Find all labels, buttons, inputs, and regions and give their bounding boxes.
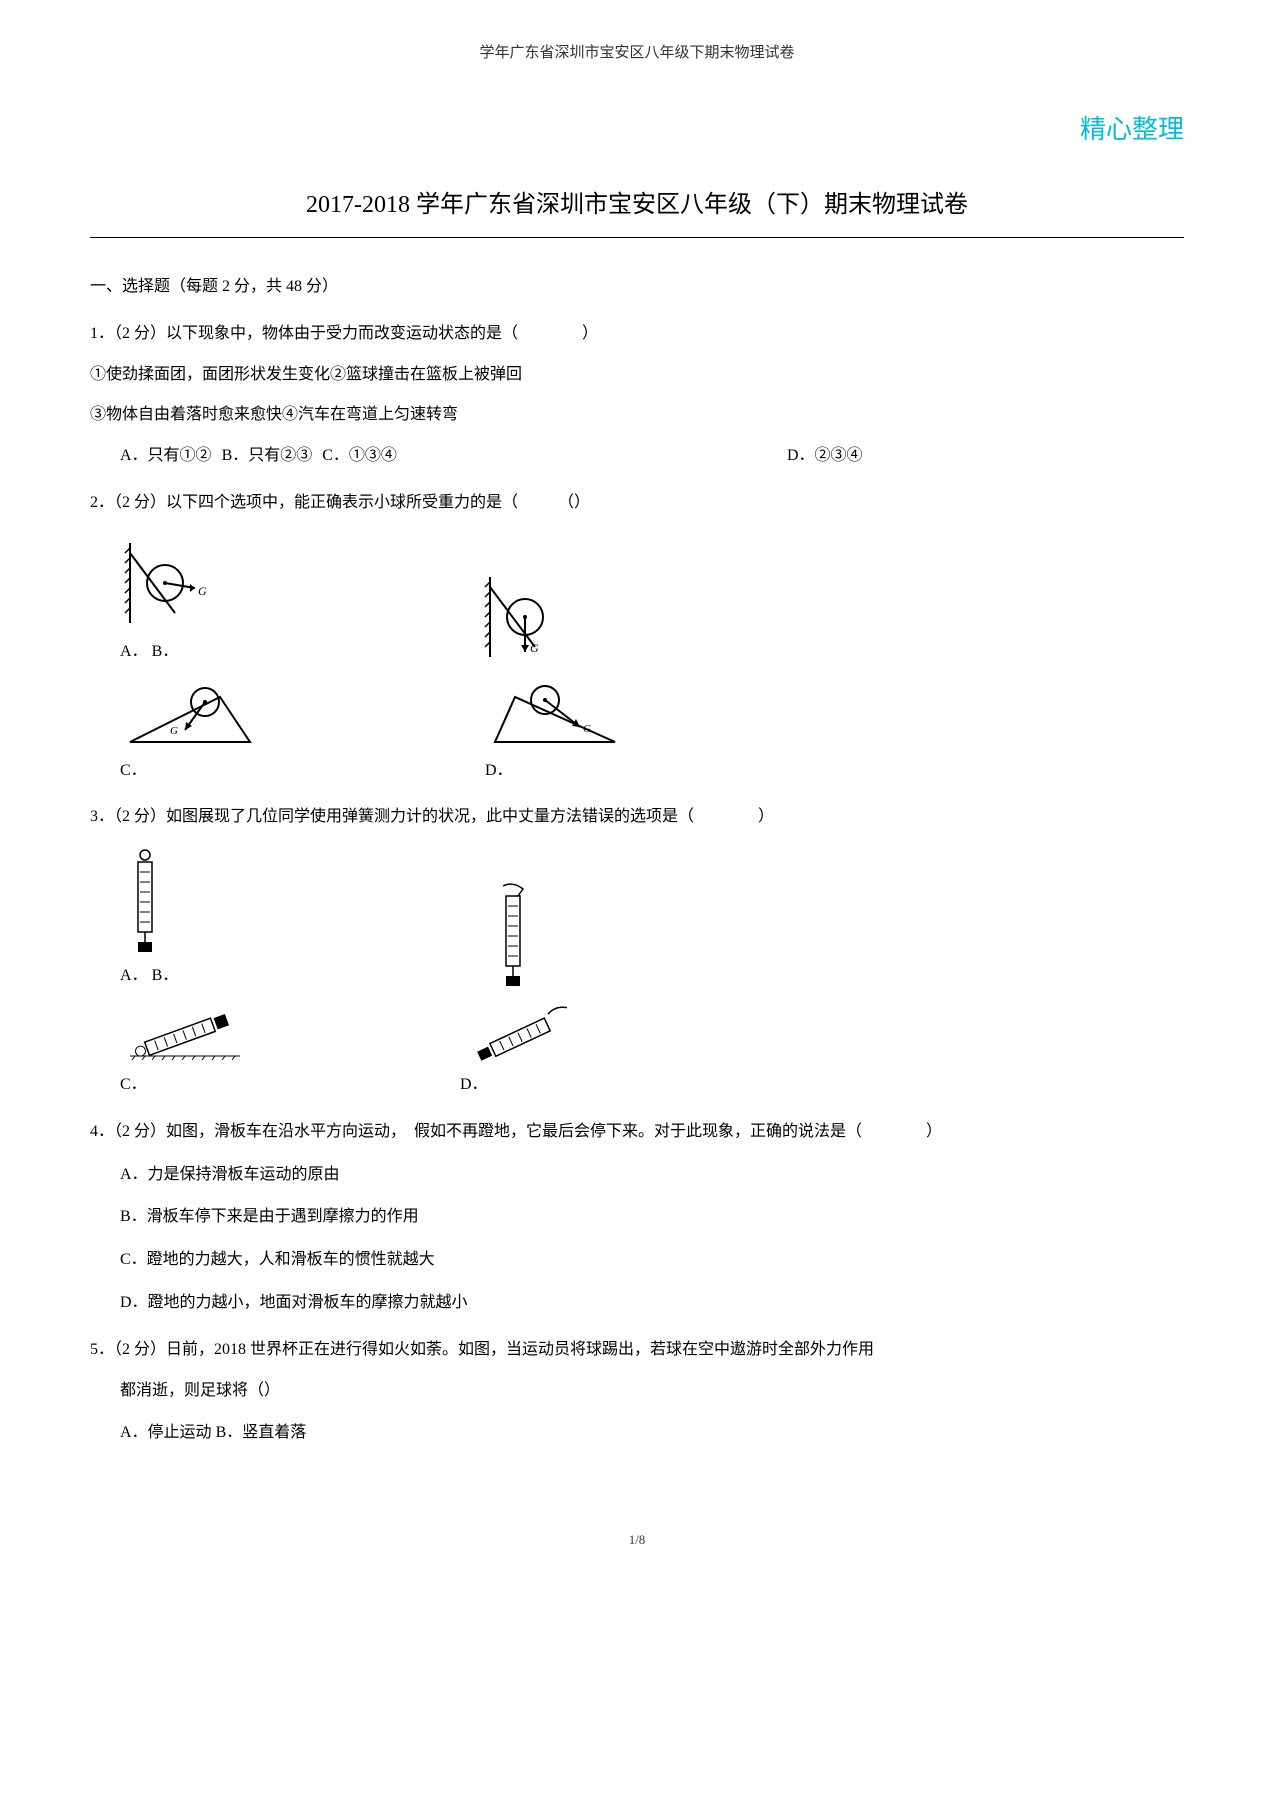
q1-stem: 1．（2 分）以下现象中，物体由于受力而改变运动状态的是（ ）	[90, 320, 1184, 349]
q2-opt-a-group: G A． B．	[120, 533, 220, 667]
section-1-header: 一、选择题（每题 2 分，共 48 分）	[90, 273, 1184, 302]
q2-opt-d-group: G D．	[485, 682, 625, 786]
q2-diagram-a: G	[120, 533, 220, 633]
q3-opt-a-group: A． B．	[120, 847, 178, 991]
q5-option-b: B．竖直着落	[216, 1424, 307, 1441]
q5-options: A．停止运动 B．竖直着落	[120, 1419, 1184, 1448]
q2-stem: 2．（2 分）以下四个选项中，能正确表示小球所受重力的是（ （）	[90, 489, 1184, 518]
q1-option-b: B．只有②③	[222, 442, 313, 471]
svg-text:G: G	[530, 641, 539, 655]
q3-options-row1: A． B．	[120, 847, 1184, 991]
q4-option-a: A．力是保持滑板车运动的原由	[120, 1161, 1184, 1190]
question-5: 5．（2 分）日前，2018 世界杯正在进行得如火如荼。如图，当运动员将球踢出，…	[90, 1336, 1184, 1448]
q3-opt-d-group: D．	[460, 1006, 590, 1100]
q4-options: A．力是保持滑板车运动的原由 B．滑板车停下来是由于遇到摩擦力的作用 C．蹬地的…	[120, 1161, 1184, 1318]
page-number: 1/8	[629, 1532, 646, 1547]
svg-text:G: G	[583, 723, 591, 735]
exam-title-text: 2017-2018 学年广东省深圳市宝安区八年级（下）期末物理试卷	[306, 192, 968, 218]
running-header: 学年广东省深圳市宝安区八年级下期末物理试卷	[90, 40, 1184, 67]
q3-stem: 3．（2 分）如图展现了几位同学使用弹簧测力计的状况，此中丈量方法错误的选项是（…	[90, 803, 1184, 832]
q4-option-d: D．蹬地的力越小，地面对滑板车的摩擦力就越小	[120, 1289, 1184, 1318]
q3-opt-c-group: C．	[120, 1006, 250, 1100]
q5-option-a: A．停止运动	[120, 1424, 212, 1441]
q1-option-c: C．①③④	[322, 442, 397, 471]
q3-option-c: C．	[120, 1071, 147, 1100]
q5-stem1: 5．（2 分）日前，2018 世界杯正在进行得如火如荼。如图，当运动员将球踢出，…	[90, 1336, 1184, 1365]
q2-opt-b-group: G	[480, 567, 580, 667]
q3-diagram-a	[120, 847, 170, 957]
q3-option-b: B．	[152, 967, 179, 984]
q1-option-a: A．只有①②	[120, 442, 212, 471]
page-footer: 1/8	[90, 1528, 1184, 1551]
q3-options-row2: C． D．	[120, 1006, 1184, 1100]
question-4: 4．（2 分）如图，滑板车在沿水平方向运动， 假如不再蹬地，它最后会停下来。对于…	[90, 1118, 1184, 1318]
q2-diagram-c: G	[120, 682, 260, 752]
svg-text:G: G	[198, 584, 207, 598]
q3-diagram-c	[120, 1006, 250, 1066]
q2-options-row1: G A． B． G	[120, 533, 1184, 667]
q2-diagram-d: G	[485, 682, 625, 752]
q1-option-d: D．②③④	[787, 442, 863, 471]
q4-option-c: C．蹬地的力越大，人和滑板车的惯性就越大	[120, 1246, 1184, 1275]
question-2: 2．（2 分）以下四个选项中，能正确表示小球所受重力的是（ （） G A． B．	[90, 489, 1184, 785]
q4-stem: 4．（2 分）如图，滑板车在沿水平方向运动， 假如不再蹬地，它最后会停下来。对于…	[90, 1118, 1184, 1147]
q3-option-a: A．	[120, 967, 148, 984]
q4-option-b: B．滑板车停下来是由于遇到摩擦力的作用	[120, 1203, 1184, 1232]
q2-options-row2: G C． G D．	[120, 682, 1184, 786]
q2-opt-c-group: G C．	[120, 682, 260, 786]
q3-option-d: D．	[460, 1071, 488, 1100]
watermark-label: 精心整理	[90, 107, 1184, 154]
q1-line1: ①使劲揉面团，面团形状发生变化②篮球撞击在篮板上被弹回	[90, 361, 1184, 390]
svg-text:G: G	[170, 725, 178, 737]
q2-option-d: D．	[485, 757, 513, 786]
q5-stem2: 都消逝，则足球将（）	[90, 1377, 1184, 1406]
section-1-text: 一、选择题（每题 2 分，共 48 分）	[90, 278, 338, 295]
title-divider	[90, 237, 1184, 238]
running-title-text: 学年广东省深圳市宝安区八年级下期末物理试卷	[479, 45, 794, 61]
q2-option-a: A．	[120, 643, 148, 660]
q3-diagram-d	[460, 1006, 590, 1066]
q2-diagram-b: G	[480, 567, 580, 667]
question-1: 1．（2 分）以下现象中，物体由于受力而改变运动状态的是（ ） ①使劲揉面团，面…	[90, 320, 1184, 471]
q2-option-b: B．	[152, 643, 179, 660]
q1-options: A．只有①② B．只有②③ C．①③④ D．②③④	[120, 442, 1184, 471]
question-3: 3．（2 分）如图展现了几位同学使用弹簧测力计的状况，此中丈量方法错误的选项是（…	[90, 803, 1184, 1099]
q3-opt-b-group	[488, 881, 538, 991]
q1-line2: ③物体自由着落时愈来愈快④汽车在弯道上匀速转弯	[90, 401, 1184, 430]
watermark-text: 精心整理	[1080, 115, 1184, 144]
q3-diagram-b	[488, 881, 538, 991]
exam-title: 2017-2018 学年广东省深圳市宝安区八年级（下）期末物理试卷	[90, 184, 1184, 227]
q2-option-c: C．	[120, 757, 147, 786]
